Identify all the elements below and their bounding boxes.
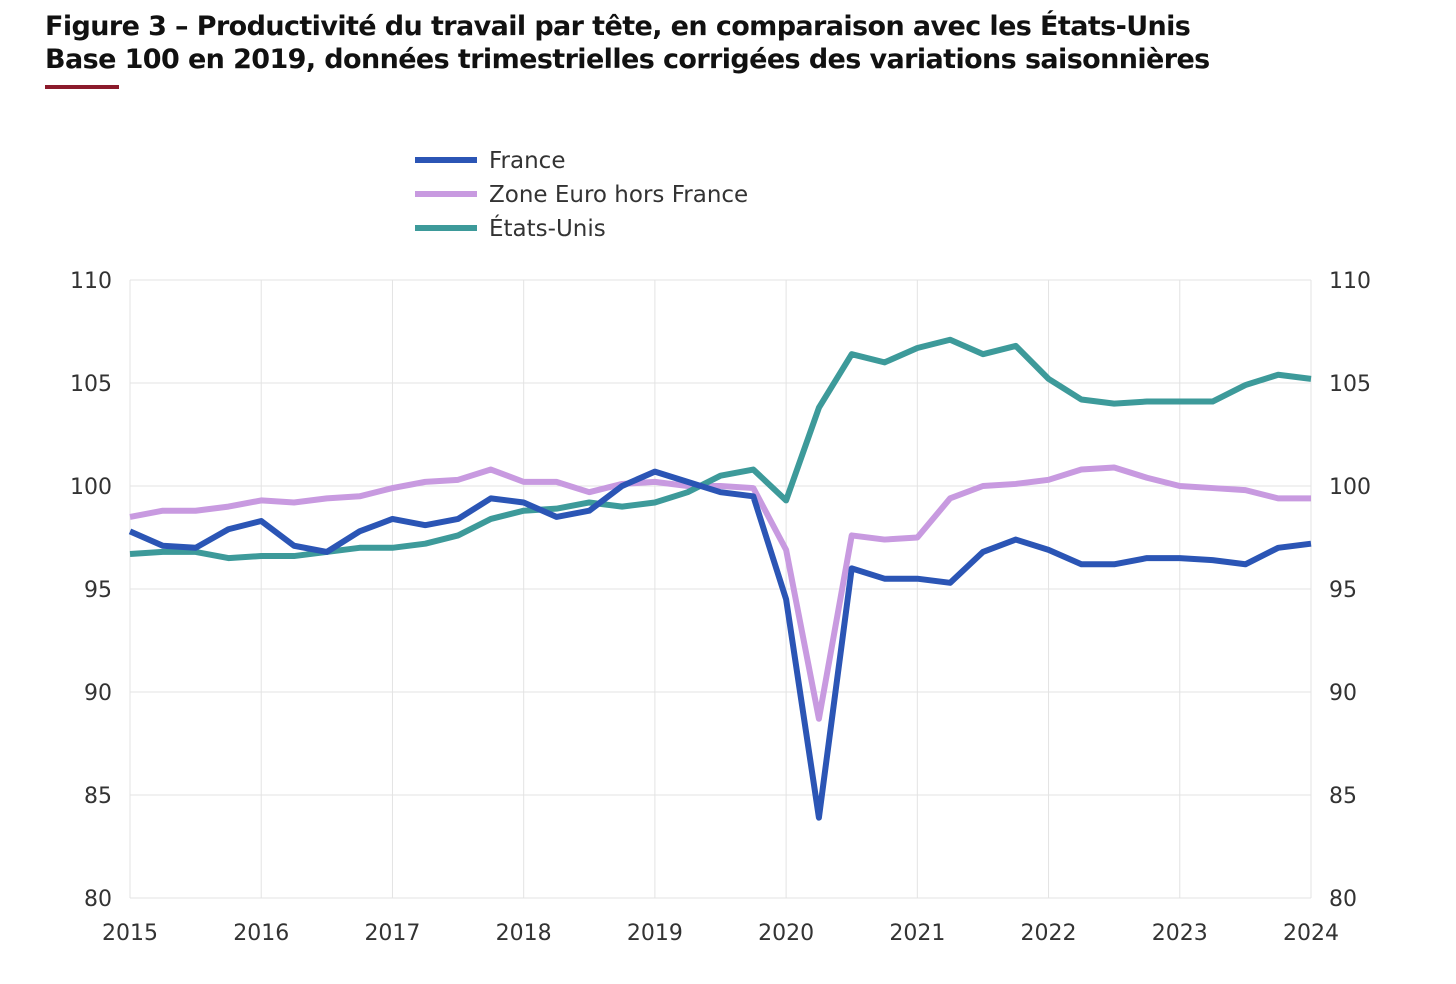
title-underline-rule [45,85,119,89]
y-tick-label-right: 85 [1329,784,1357,809]
series-layer [128,336,1312,821]
y-tick-label-left: 105 [70,372,112,397]
figure-subtitle: Base 100 en 2019, données trimestrielles… [45,44,1210,75]
y-tick-label-right: 90 [1329,681,1357,706]
y-tick-label-right: 100 [1329,475,1371,500]
y-tick-label-left: 95 [84,578,112,603]
x-tick-label: 2016 [233,921,289,946]
series-line-0 [128,468,1312,821]
y-tick-label-left: 110 [70,269,112,294]
figure-title: Figure 3 – Productivité du travail par t… [45,11,1191,42]
x-tick-label: 2020 [758,921,814,946]
y-tick-label-left: 85 [84,784,112,809]
x-tick-label: 2019 [627,921,683,946]
y-tick-label-right: 80 [1329,887,1357,912]
y-tick-label-left: 80 [84,887,112,912]
legend-label: États-Unis [489,214,606,242]
x-tick-label: 2024 [1283,921,1339,946]
axis-layer: 80 80 85 85 90 90 95 95 100 100 105 105 110 110 2015 20… [70,269,1371,946]
series-line-2 [129,336,1312,562]
x-tick-label: 2018 [496,921,552,946]
legend-label: France [489,148,565,174]
figure-header: Figure 3 – Productivité du travail par t… [45,10,1425,89]
legend: France Zone Euro hors France États-Unis [415,148,748,242]
y-tick-label-left: 100 [70,475,112,500]
x-tick-label: 2015 [102,921,158,946]
y-tick-label-left: 90 [84,681,112,706]
legend-label: Zone Euro hors France [489,182,748,208]
x-tick-label: 2017 [364,921,420,946]
series-line-1 [129,464,1311,722]
x-tick-label: 2023 [1152,921,1208,946]
grid-layer [129,279,1312,899]
y-tick-label-right: 105 [1329,372,1371,397]
y-tick-label-right: 95 [1329,578,1357,603]
x-tick-label: 2021 [889,921,945,946]
x-tick-label: 2022 [1021,921,1077,946]
y-tick-label-right: 110 [1329,269,1371,294]
